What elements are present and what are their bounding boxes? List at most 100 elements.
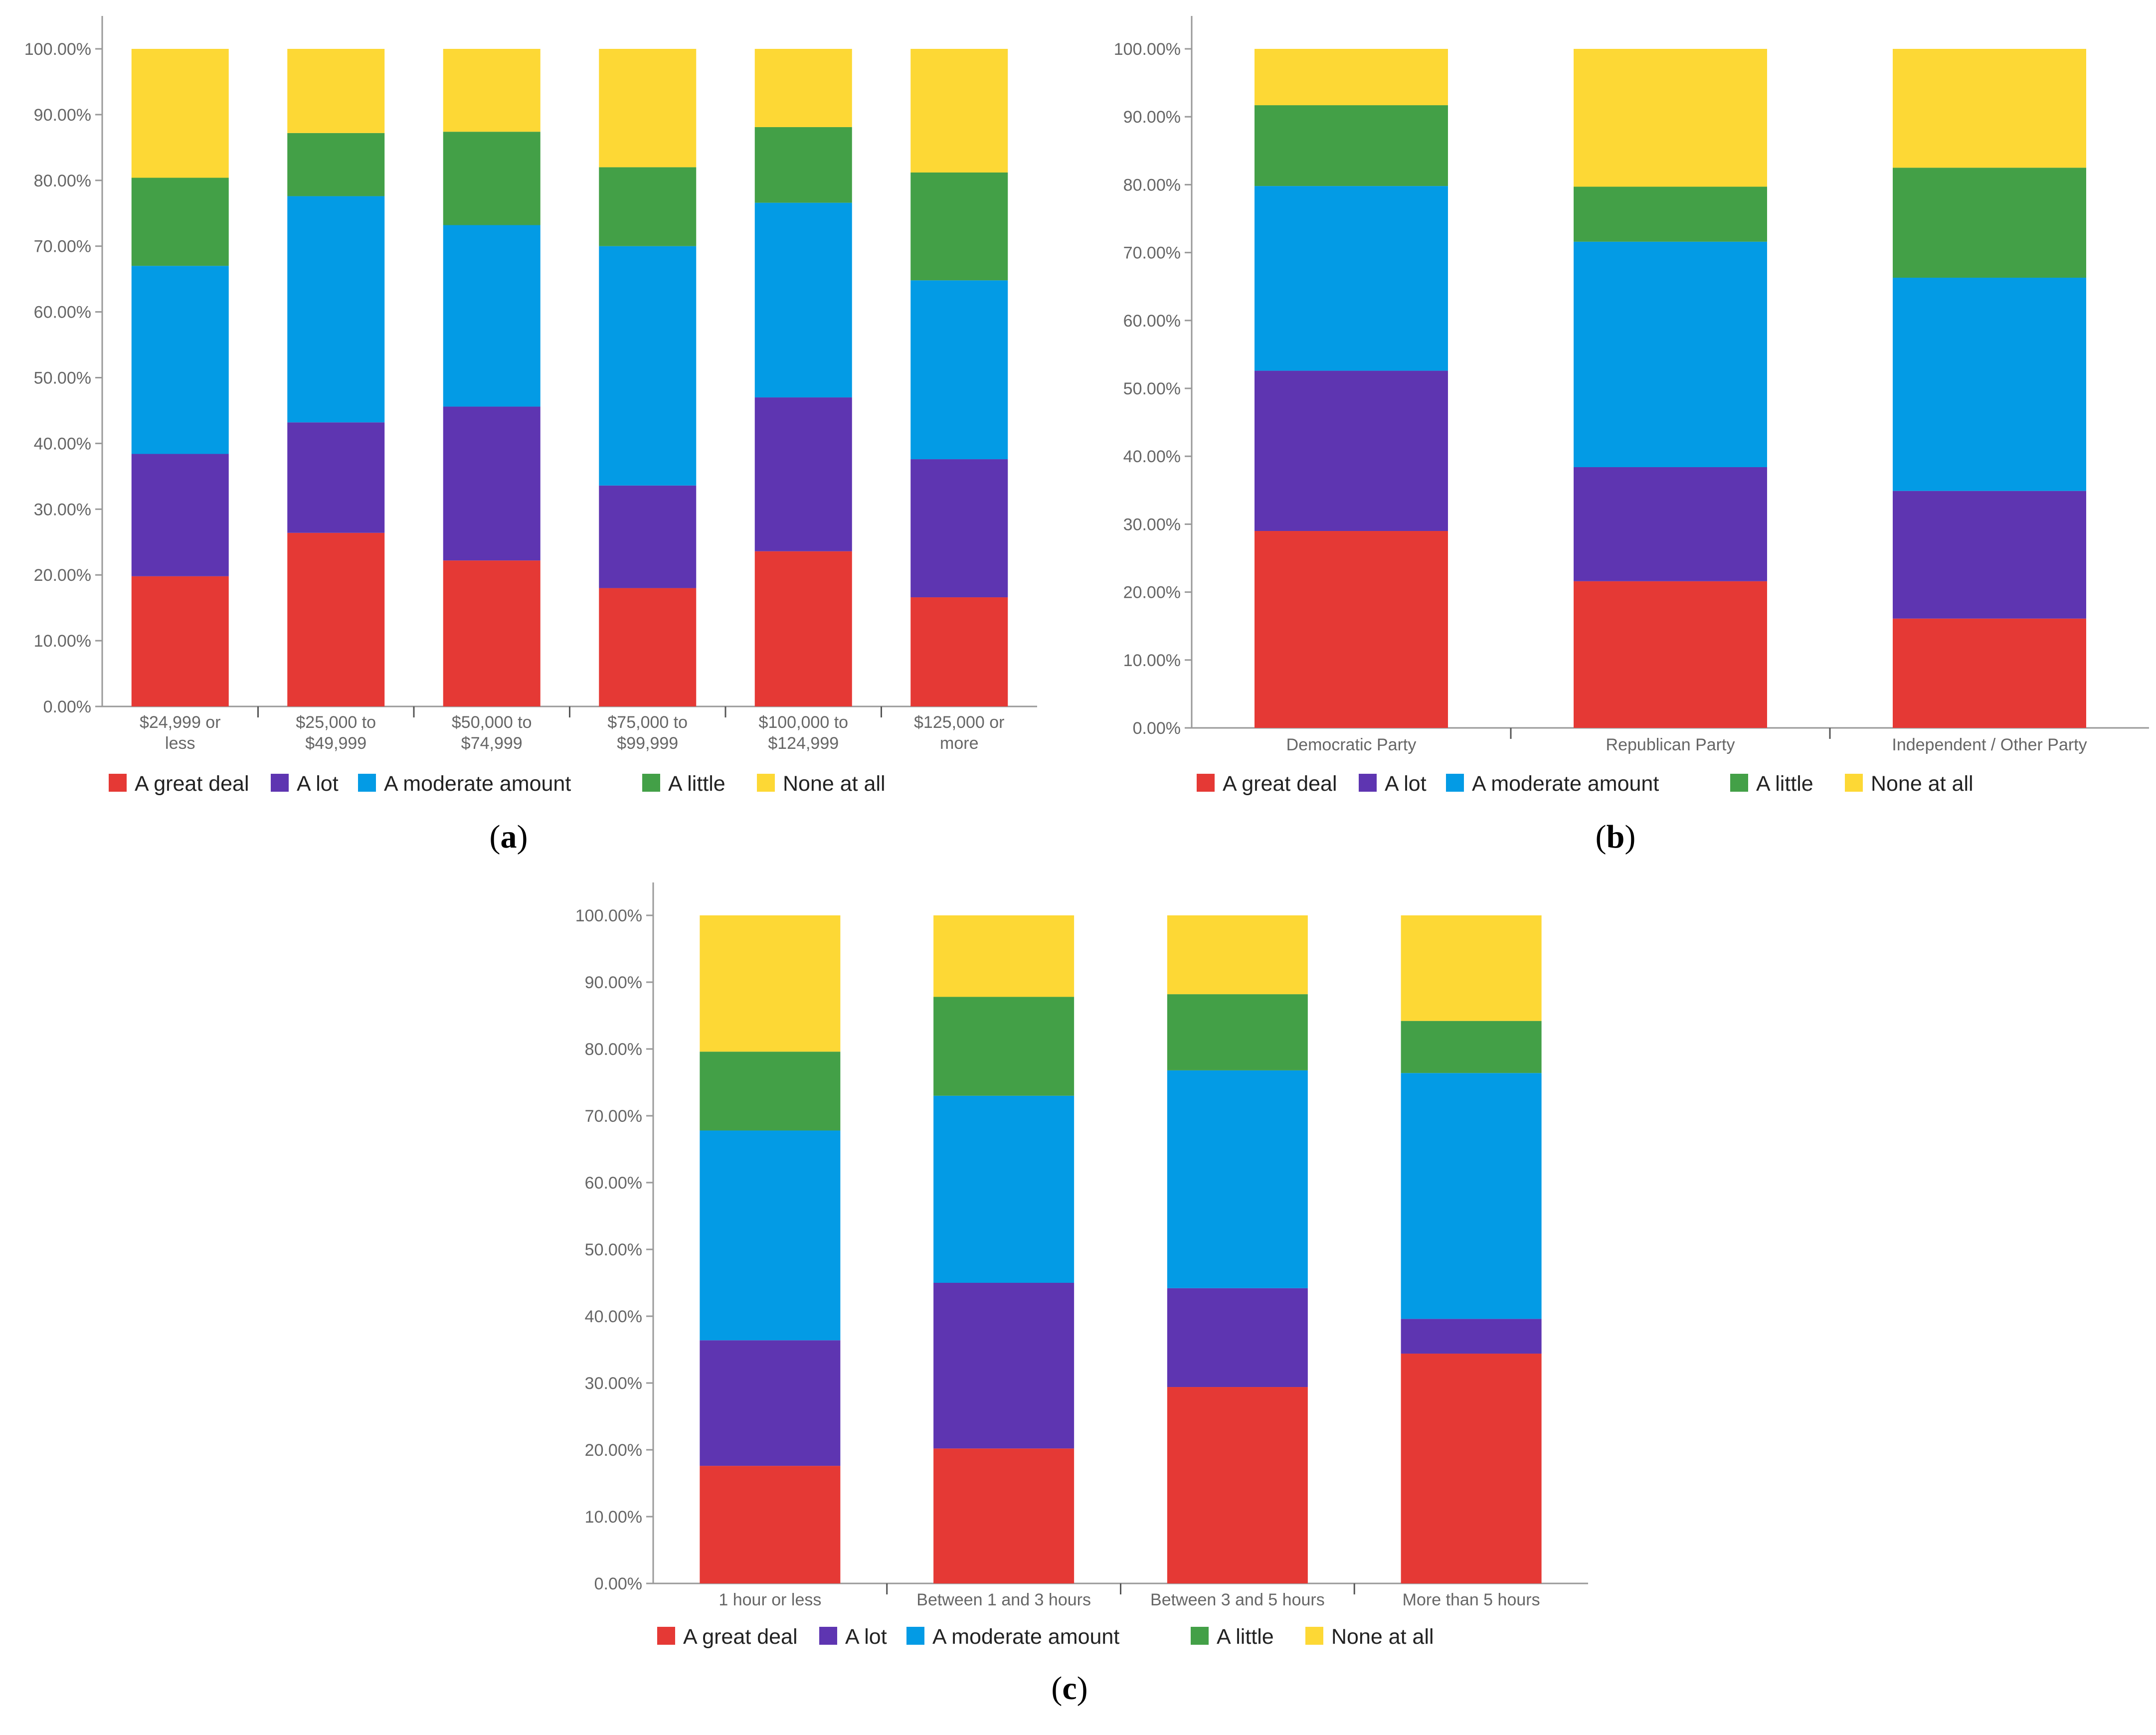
- bar-segment: [287, 532, 385, 706]
- y-tick-label: 20.00%: [1123, 583, 1181, 602]
- bar-segment: [1574, 186, 1767, 242]
- bar-segment: [1167, 1387, 1308, 1583]
- bar-segment: [1255, 186, 1448, 371]
- bar-segment: [1574, 49, 1767, 187]
- bar-segment: [910, 597, 1008, 706]
- legend-swatch: [657, 1627, 675, 1645]
- bar-segment: [1167, 915, 1308, 995]
- bar-segment: [131, 49, 229, 178]
- y-tick-label: 50.00%: [34, 369, 91, 388]
- legend-label: A lot: [845, 1625, 887, 1649]
- y-tick-label: 40.00%: [1123, 447, 1181, 466]
- legend-swatch: [1191, 1627, 1209, 1645]
- y-tick-label: 0.00%: [1133, 719, 1181, 738]
- x-tick-label: $99,999: [617, 734, 678, 753]
- bar-segment: [700, 1051, 841, 1131]
- bar-segment: [910, 280, 1008, 460]
- legend-label: None at all: [1331, 1625, 1434, 1649]
- bar-segment: [599, 167, 697, 246]
- panel-letter: c: [1062, 1670, 1077, 1707]
- bar-segment: [443, 560, 540, 706]
- panel-label: (c): [1051, 1670, 1087, 1707]
- panel-letter: b: [1607, 819, 1625, 855]
- y-tick-label: 90.00%: [1123, 108, 1181, 127]
- legend-swatch: [1845, 774, 1863, 792]
- legend-swatch: [109, 774, 127, 792]
- bar-segment: [131, 177, 229, 266]
- y-tick-label: 90.00%: [585, 973, 642, 992]
- x-tick-label: $100,000 to: [758, 713, 848, 732]
- bar-segment: [1574, 467, 1767, 581]
- legend-label: A lot: [1385, 772, 1427, 796]
- bar-segment: [1893, 491, 2086, 619]
- legend-swatch: [1305, 1627, 1323, 1645]
- x-tick-label: 1 hour or less: [719, 1590, 821, 1609]
- bar-segment: [131, 266, 229, 454]
- panel-label: (b): [1596, 819, 1636, 855]
- bar-segment: [1167, 1070, 1308, 1288]
- y-tick-label: 20.00%: [34, 566, 91, 585]
- legend-label: A moderate amount: [932, 1625, 1119, 1649]
- y-tick-label: 100.00%: [24, 40, 91, 59]
- bar-segment: [910, 459, 1008, 598]
- bar-segment: [443, 49, 540, 132]
- legend-swatch: [819, 1627, 837, 1645]
- bar-segment: [700, 1340, 841, 1466]
- bar-segment: [443, 132, 540, 225]
- legend-swatch: [757, 774, 775, 792]
- legend-swatch: [1730, 774, 1748, 792]
- x-tick-label: $24,999 or: [140, 713, 221, 732]
- bar-segment: [910, 172, 1008, 281]
- y-tick-label: 30.00%: [34, 500, 91, 519]
- x-tick-label: Democratic Party: [1286, 735, 1417, 754]
- legend-label: A great deal: [683, 1625, 798, 1649]
- bar-segment: [1574, 581, 1767, 728]
- bar-segment: [1401, 1354, 1542, 1583]
- y-tick-label: 10.00%: [34, 632, 91, 651]
- bar-segment: [910, 49, 1008, 173]
- bar-segment: [1255, 370, 1448, 531]
- y-tick-label: 50.00%: [585, 1240, 642, 1259]
- x-tick-label: $75,000 to: [607, 713, 688, 732]
- chart-b: 0.00% 10.00% 20.00% 30.00% 40.00% 50.00% 60.00…: [1114, 16, 2149, 855]
- bar-segment: [754, 127, 852, 203]
- x-tick-label: $125,000 or: [914, 713, 1005, 732]
- x-tick-label: $49,999: [305, 734, 366, 753]
- legend-label: None at all: [783, 772, 886, 796]
- bar-segment: [1167, 994, 1308, 1070]
- x-tick-label: More than 5 hours: [1403, 1590, 1540, 1609]
- bar-segment: [131, 576, 229, 706]
- bar-segment: [443, 406, 540, 561]
- y-tick-label: 90.00%: [34, 106, 91, 125]
- bar-segment: [754, 202, 852, 398]
- x-tick-label: Republican Party: [1606, 735, 1735, 754]
- y-tick-label: 60.00%: [1123, 312, 1181, 331]
- y-tick-label: 50.00%: [1123, 379, 1181, 398]
- y-tick-label: 80.00%: [1123, 175, 1181, 194]
- bar-segment: [1167, 1288, 1308, 1388]
- bar-segment: [131, 454, 229, 576]
- legend-label: A great deal: [135, 772, 249, 796]
- bar-segment: [933, 1448, 1075, 1583]
- legend-swatch: [1197, 774, 1215, 792]
- bar-segment: [754, 397, 852, 551]
- bar-segment: [599, 49, 697, 168]
- y-tick-label: 80.00%: [34, 172, 91, 190]
- bar-segment: [754, 49, 852, 127]
- y-tick-label: 0.00%: [43, 697, 91, 716]
- y-tick-label: 70.00%: [34, 237, 91, 256]
- bar-segment: [754, 551, 852, 706]
- bar-segment: [1255, 49, 1448, 106]
- legend-swatch: [906, 1627, 924, 1645]
- legend-swatch: [271, 774, 289, 792]
- bar-segment: [599, 485, 697, 588]
- legend-label: A little: [1756, 772, 1813, 796]
- legend-label: A little: [1217, 1625, 1274, 1649]
- y-tick-label: 100.00%: [575, 906, 642, 925]
- y-tick-label: 100.00%: [1114, 40, 1181, 59]
- bar-segment: [287, 133, 385, 196]
- y-tick-label: 80.00%: [585, 1040, 642, 1059]
- legend-label: A moderate amount: [1472, 772, 1659, 796]
- x-tick-label: $74,999: [461, 734, 523, 753]
